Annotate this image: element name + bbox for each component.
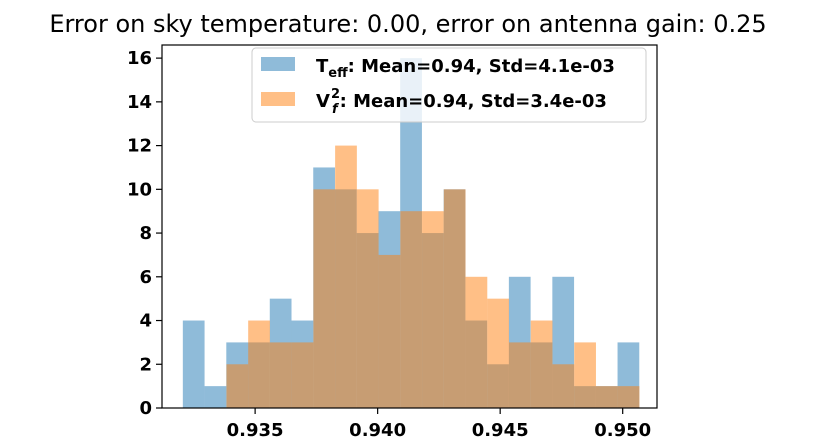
bar-series-1-bin-16 xyxy=(574,342,596,408)
y-tick-label: 0 xyxy=(139,398,152,419)
chart-title: Error on sky temperature: 0.00, error on… xyxy=(49,10,766,38)
legend-label-vf2-main: V xyxy=(316,91,330,112)
bar-series-1-bin-9 xyxy=(422,211,444,408)
x-tick-label: 0.940 xyxy=(349,420,406,441)
legend-label-t-eff-rest: : Mean=0.94, Std=4.1e-03 xyxy=(348,56,615,77)
bar-series-1-bin-15 xyxy=(552,364,575,408)
x-tick-label: 0.950 xyxy=(594,420,651,441)
legend-label-t-eff-sub: eff xyxy=(328,66,348,81)
bar-series-1-bin-11 xyxy=(465,276,488,408)
bar-series-1-bin-0 xyxy=(226,364,249,408)
x-tick-label: 0.935 xyxy=(227,420,284,441)
bar-series-1-bin-18 xyxy=(617,386,640,408)
bar-series-1-bin-7 xyxy=(378,254,401,408)
bar-series-1-bin-3 xyxy=(291,342,314,408)
x-tick-label: 0.945 xyxy=(472,420,529,441)
bar-series-1-bin-12 xyxy=(487,298,510,408)
legend-label-vf2-sup: 2 xyxy=(331,87,340,102)
bar-series-1-bin-4 xyxy=(313,189,336,408)
bar-series-1-bin-2 xyxy=(269,342,292,408)
y-tick-label: 12 xyxy=(127,136,152,157)
y-tick-label: 8 xyxy=(139,223,152,244)
bar-series-1-bin-14 xyxy=(530,320,553,408)
legend-swatch-vf2 xyxy=(261,92,295,106)
bar-series-1-bin-8 xyxy=(400,211,423,408)
legend-label-t-eff: Teff: Mean=0.94, Std=4.1e-03 xyxy=(316,56,615,81)
bar-series-0-bin-0 xyxy=(182,320,205,408)
y-tick-label: 6 xyxy=(139,267,152,288)
legend-label-vf2-rest: : Mean=0.94, Std=3.4e-03 xyxy=(340,91,607,112)
bar-series-1-bin-13 xyxy=(509,342,531,408)
y-tick-label: 14 xyxy=(127,92,152,113)
bar-series-1-bin-6 xyxy=(356,189,379,408)
bar-series-0-bin-1 xyxy=(204,386,227,408)
y-axis: 0 2 4 6 8 10 12 14 16 xyxy=(127,48,162,419)
y-tick-label: 2 xyxy=(139,354,152,375)
bar-series-1-bin-17 xyxy=(595,386,618,408)
y-tick-label: 10 xyxy=(127,179,152,200)
bar-series-1-bin-5 xyxy=(335,145,357,408)
legend-label-vf2: V2 f: Mean=0.94, Std=3.4e-03 xyxy=(316,87,607,117)
legend-label-t-eff-main: T xyxy=(316,56,329,77)
legend: Teff: Mean=0.94, Std=4.1e-03 V2 f: Mean=0… xyxy=(251,47,647,123)
legend-box xyxy=(251,47,647,123)
y-tick-label: 16 xyxy=(127,48,152,69)
plot-frame xyxy=(161,44,658,409)
bars-layer xyxy=(182,58,640,408)
x-axis: 0.935 0.940 0.945 0.950 xyxy=(227,408,651,441)
bar-series-1-bin-1 xyxy=(248,320,270,408)
legend-label-vf2-sub: f xyxy=(332,102,340,117)
legend-swatch-t-eff xyxy=(261,57,295,71)
y-tick-label: 4 xyxy=(139,311,152,332)
bar-series-1-bin-10 xyxy=(443,189,466,408)
